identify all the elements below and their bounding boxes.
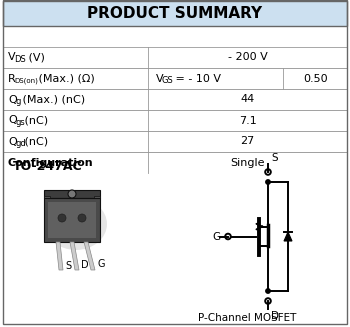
Text: DS(on): DS(on) [14,77,38,84]
Text: G: G [97,259,105,269]
Text: (V): (V) [25,53,45,62]
Text: Q: Q [8,136,17,146]
Text: DS: DS [14,55,26,64]
Text: GS: GS [162,76,174,85]
Bar [3,89,347,110]
Text: D: D [81,260,89,270]
Circle shape [78,214,86,222]
Bar [3,0,347,26]
Text: - 200 V: - 200 V [228,53,267,62]
Text: V: V [8,53,16,62]
Text: 27: 27 [240,136,255,146]
Text: Configuration: Configuration [8,158,94,167]
Text: Q: Q [8,115,17,126]
Text: S: S [65,261,71,271]
Text: 44: 44 [240,95,255,105]
Ellipse shape [45,198,107,250]
Bar [3,110,347,131]
Circle shape [68,190,76,198]
Bar [3,47,347,68]
Bar [3,152,347,324]
Text: (nC): (nC) [21,115,48,126]
Text: PRODUCT SUMMARY: PRODUCT SUMMARY [88,6,262,21]
Circle shape [265,298,271,304]
Bar [44,196,50,201]
Text: Q: Q [8,95,17,105]
Polygon shape [44,190,100,198]
Polygon shape [44,198,100,242]
Text: 7.1: 7.1 [239,115,256,126]
Text: gd: gd [15,139,26,148]
Polygon shape [48,202,96,238]
Circle shape [266,180,270,184]
Text: S: S [271,153,278,163]
Text: D: D [271,311,279,321]
Bar [3,68,347,89]
Bar [3,131,347,152]
Circle shape [225,234,231,239]
Bar [3,152,347,173]
Text: g: g [15,97,20,106]
Polygon shape [70,242,79,270]
Text: = - 10 V: = - 10 V [172,74,221,83]
Text: P-Channel MOSFET: P-Channel MOSFET [198,313,297,323]
Text: Single: Single [230,158,265,167]
Text: gs: gs [15,118,25,127]
Text: 0.50: 0.50 [303,74,328,83]
Circle shape [266,289,270,293]
Text: (Max.) (nC): (Max.) (nC) [19,95,85,105]
Text: (Max.) (Ω): (Max.) (Ω) [35,74,95,83]
Text: V: V [156,74,164,83]
Text: G: G [212,232,220,242]
Text: TO-247AC: TO-247AC [13,160,83,173]
Circle shape [265,169,271,175]
Polygon shape [84,242,95,270]
Text: (nC): (nC) [21,136,48,146]
Circle shape [58,214,66,222]
Bar [94,196,100,201]
Text: R: R [8,74,16,83]
Polygon shape [284,232,292,241]
Polygon shape [56,242,63,270]
